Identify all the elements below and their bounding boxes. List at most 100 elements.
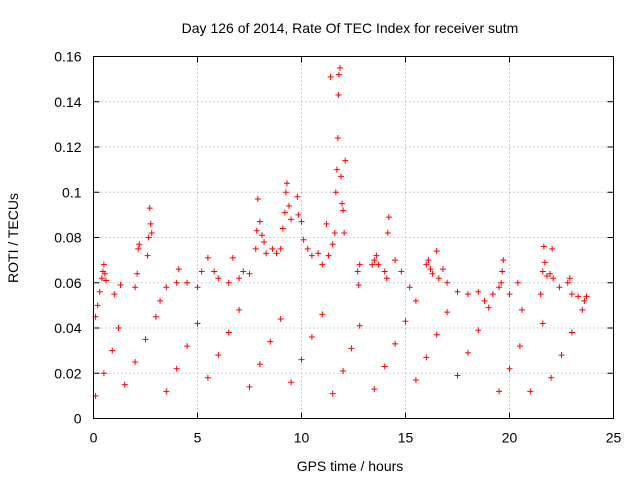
- data-point: [499, 268, 506, 275]
- data-point: [334, 134, 341, 141]
- data-point: [355, 282, 362, 289]
- data-point: [392, 340, 399, 347]
- data-point: [375, 261, 382, 268]
- data-point: [356, 261, 363, 268]
- data-point: [263, 250, 270, 257]
- data-point: [109, 347, 116, 354]
- data-point: [277, 245, 284, 252]
- data-point: [134, 270, 141, 277]
- data-point: [518, 306, 525, 313]
- data-point: [273, 250, 280, 257]
- data-point: [115, 325, 122, 331]
- data-point: [282, 189, 289, 196]
- data-point: [100, 370, 107, 377]
- data-point: [101, 270, 108, 277]
- data-point: [225, 329, 232, 336]
- data-point: [102, 277, 109, 284]
- data-point: [315, 250, 322, 257]
- data-point: [485, 304, 492, 311]
- data-point: [516, 343, 523, 350]
- data-point: [256, 218, 263, 225]
- grid: [93, 56, 614, 419]
- data-point: [339, 200, 346, 207]
- data-point: [540, 243, 547, 250]
- data-point: [454, 288, 461, 295]
- data-point: [329, 390, 336, 397]
- data-point: [298, 356, 305, 363]
- data-point: [211, 268, 218, 275]
- axis-ticks: 0 5 10 15 20 25 0 0.02 0.04 0.06 0.08 0.1 0.12 0.14 0.…: [54, 49, 621, 446]
- data-point: [277, 315, 284, 322]
- data-point: [327, 73, 334, 80]
- data-point: [392, 257, 399, 264]
- data-point: [335, 71, 342, 78]
- data-point: [381, 268, 388, 275]
- data-point: [464, 291, 471, 298]
- data-point: [435, 275, 442, 282]
- data-point: [336, 64, 343, 71]
- data-point: [423, 354, 430, 361]
- x-tick-label: 10: [294, 430, 310, 446]
- y-tick-label: 0.06: [54, 275, 81, 291]
- data-point: [215, 352, 222, 359]
- data-point: [385, 214, 392, 221]
- data-point: [308, 334, 315, 341]
- data-point: [406, 284, 413, 291]
- data-point: [547, 270, 554, 277]
- data-point: [319, 311, 326, 318]
- data-point: [341, 229, 348, 236]
- y-tick-label: 0.16: [54, 49, 81, 65]
- data-point: [541, 259, 548, 266]
- data-point: [558, 352, 565, 359]
- data-point: [204, 374, 211, 381]
- data-point: [236, 275, 243, 282]
- data-point: [253, 227, 260, 234]
- data-point: [568, 291, 575, 298]
- data-point: [371, 386, 378, 393]
- data-point: [549, 245, 556, 252]
- data-point: [496, 284, 503, 291]
- data-point: [384, 229, 391, 236]
- data-point: [215, 275, 222, 282]
- data-point: [100, 261, 107, 268]
- y-tick-label: 0.14: [54, 94, 81, 110]
- data-point: [433, 331, 440, 338]
- y-tick-label: 0.1: [62, 184, 82, 200]
- data-point: [240, 268, 247, 275]
- data-point: [254, 196, 261, 203]
- data-point: [506, 291, 513, 298]
- data-point: [252, 245, 259, 252]
- data-point: [381, 363, 388, 370]
- data-point: [489, 291, 496, 298]
- data-point: [132, 284, 139, 291]
- data-point: [323, 220, 330, 227]
- data-point: [579, 306, 586, 313]
- y-tick-label: 0.02: [54, 365, 81, 381]
- data-point: [333, 166, 340, 173]
- x-tick-label: 25: [606, 430, 622, 446]
- data-point: [581, 297, 588, 304]
- data-point: [132, 358, 139, 365]
- data-point: [498, 279, 505, 286]
- data-point: [369, 261, 376, 268]
- y-axis-title: ROTI / TECUs: [5, 193, 21, 283]
- data-point: [256, 361, 263, 368]
- x-tick-label: 15: [398, 430, 414, 446]
- data-point: [464, 349, 471, 356]
- data-point: [500, 257, 507, 264]
- data-point: [298, 218, 305, 225]
- data-point: [121, 381, 128, 388]
- data-point: [157, 297, 164, 304]
- data-point: [258, 232, 265, 239]
- data-point: [383, 275, 390, 282]
- data-point: [481, 297, 488, 304]
- data-points: [92, 64, 590, 399]
- data-point: [439, 266, 446, 273]
- y-tick-label: 0.04: [54, 320, 81, 336]
- chart-title: Day 126 of 2014, Rate Of TEC Index for r…: [182, 20, 519, 36]
- data-point: [342, 157, 349, 164]
- data-point: [198, 268, 205, 275]
- data-point: [543, 272, 550, 279]
- data-point: [288, 379, 295, 386]
- data-point: [142, 336, 149, 343]
